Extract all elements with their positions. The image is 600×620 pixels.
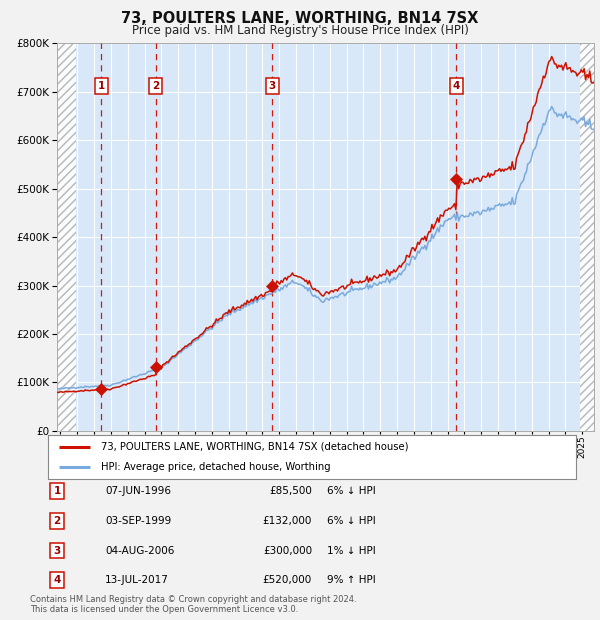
Text: 3: 3 <box>53 546 61 556</box>
Text: 6% ↓ HPI: 6% ↓ HPI <box>327 486 376 496</box>
Text: £132,000: £132,000 <box>263 516 312 526</box>
Text: 1: 1 <box>98 81 105 91</box>
Text: £85,500: £85,500 <box>269 486 312 496</box>
Text: 9% ↑ HPI: 9% ↑ HPI <box>327 575 376 585</box>
Text: 03-SEP-1999: 03-SEP-1999 <box>105 516 171 526</box>
Text: 73, POULTERS LANE, WORTHING, BN14 7SX: 73, POULTERS LANE, WORTHING, BN14 7SX <box>121 11 479 26</box>
Text: 3: 3 <box>269 81 276 91</box>
Text: 2: 2 <box>53 516 61 526</box>
Text: 07-JUN-1996: 07-JUN-1996 <box>105 486 171 496</box>
Text: This data is licensed under the Open Government Licence v3.0.: This data is licensed under the Open Gov… <box>30 604 298 614</box>
Bar <box>580 43 594 431</box>
Text: 4: 4 <box>53 575 61 585</box>
Text: 73, POULTERS LANE, WORTHING, BN14 7SX (detached house): 73, POULTERS LANE, WORTHING, BN14 7SX (d… <box>101 442 409 452</box>
Text: Price paid vs. HM Land Registry's House Price Index (HPI): Price paid vs. HM Land Registry's House … <box>131 24 469 37</box>
Text: 04-AUG-2006: 04-AUG-2006 <box>105 546 175 556</box>
Text: 13-JUL-2017: 13-JUL-2017 <box>105 575 169 585</box>
Text: HPI: Average price, detached house, Worthing: HPI: Average price, detached house, Wort… <box>101 462 331 472</box>
Text: £520,000: £520,000 <box>263 575 312 585</box>
Text: 6% ↓ HPI: 6% ↓ HPI <box>327 516 376 526</box>
Bar <box>57 43 76 431</box>
Text: 4: 4 <box>453 81 460 91</box>
Text: £300,000: £300,000 <box>263 546 312 556</box>
Text: Contains HM Land Registry data © Crown copyright and database right 2024.: Contains HM Land Registry data © Crown c… <box>30 595 356 604</box>
Text: 2: 2 <box>152 81 160 91</box>
Text: 1: 1 <box>53 486 61 496</box>
Text: 1% ↓ HPI: 1% ↓ HPI <box>327 546 376 556</box>
